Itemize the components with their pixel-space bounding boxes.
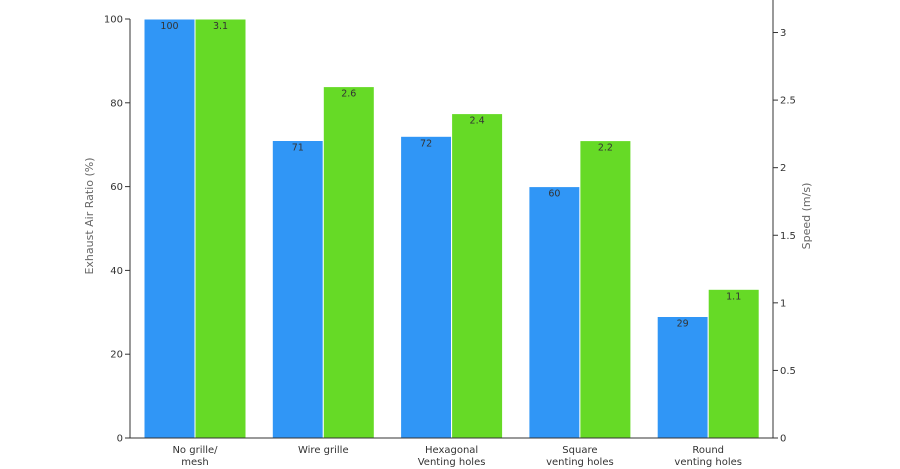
left-tick-label: 0 xyxy=(117,434,123,445)
right-axis-title: Speed (m/s) xyxy=(800,183,813,250)
bar-series-1-item-4[interactable] xyxy=(528,186,581,439)
right-tick-label: 2 xyxy=(780,163,786,174)
data-label-series-2-item-1: 3.1 xyxy=(213,21,228,32)
data-label-series-1-item-5: 29 xyxy=(677,319,689,330)
right-tick-label: 0.5 xyxy=(780,366,796,377)
data-label-series-2-item-5: 1.1 xyxy=(726,291,741,302)
right-y-axis: 0 0.5 1 1.5 2 2.5 3 xyxy=(772,0,796,445)
bar-series-2-item-2[interactable] xyxy=(322,86,375,439)
right-tick-label: 1 xyxy=(780,298,786,309)
data-label-series-1-item-4: 60 xyxy=(548,189,560,200)
right-tick-label: 2.5 xyxy=(780,96,796,107)
bar-series-2-item-4[interactable] xyxy=(579,140,632,439)
right-tick-label: 0 xyxy=(780,434,786,445)
right-tick-label: 3 xyxy=(780,28,786,39)
left-y-axis: 0 20 40 60 80 100 xyxy=(104,15,131,445)
left-tick-label: 40 xyxy=(110,266,123,277)
category-label-1: No grille/mesh xyxy=(172,445,218,468)
data-label-series-1-item-3: 72 xyxy=(420,138,432,149)
bars-layer xyxy=(143,18,760,439)
category-label-5: Round venting holes xyxy=(674,445,742,468)
x-axis: No grille/mesh Wire grille Hexagonal Ventin… xyxy=(130,437,773,468)
right-tick-label: 1.5 xyxy=(780,231,796,242)
data-label-series-2-item-2: 2.6 xyxy=(341,89,356,100)
data-label-series-1-item-2: 71 xyxy=(292,143,304,154)
left-axis-title: Exhaust Air Ratio (%) xyxy=(83,157,96,274)
left-tick-label: 100 xyxy=(104,15,123,26)
category-label-4: Square venting holes xyxy=(546,445,614,468)
bar-series-1-item-2[interactable] xyxy=(271,140,324,439)
left-tick-label: 60 xyxy=(110,182,123,193)
left-tick-label: 20 xyxy=(110,350,123,361)
data-label-series-1-item-1: 100 xyxy=(160,21,178,32)
category-label-3: Hexagonal Venting holes xyxy=(418,445,486,468)
left-tick-label: 80 xyxy=(110,98,123,109)
bar-series-2-item-1[interactable] xyxy=(194,18,247,439)
bar-series-1-item-3[interactable] xyxy=(400,135,453,439)
data-labels-layer: 100 71 72 60 29 3.1 2.6 2.4 2.2 1.1 xyxy=(160,21,741,330)
bar-series-1-item-5[interactable] xyxy=(656,316,709,439)
category-label-2: Wire grille xyxy=(298,445,349,456)
bar-series-2-item-3[interactable] xyxy=(451,113,504,439)
bar-series-2-item-5[interactable] xyxy=(707,288,760,439)
data-label-series-2-item-4: 2.2 xyxy=(598,143,613,154)
bar-series-1-item-1[interactable] xyxy=(143,18,196,439)
data-label-series-2-item-3: 2.4 xyxy=(470,116,485,127)
